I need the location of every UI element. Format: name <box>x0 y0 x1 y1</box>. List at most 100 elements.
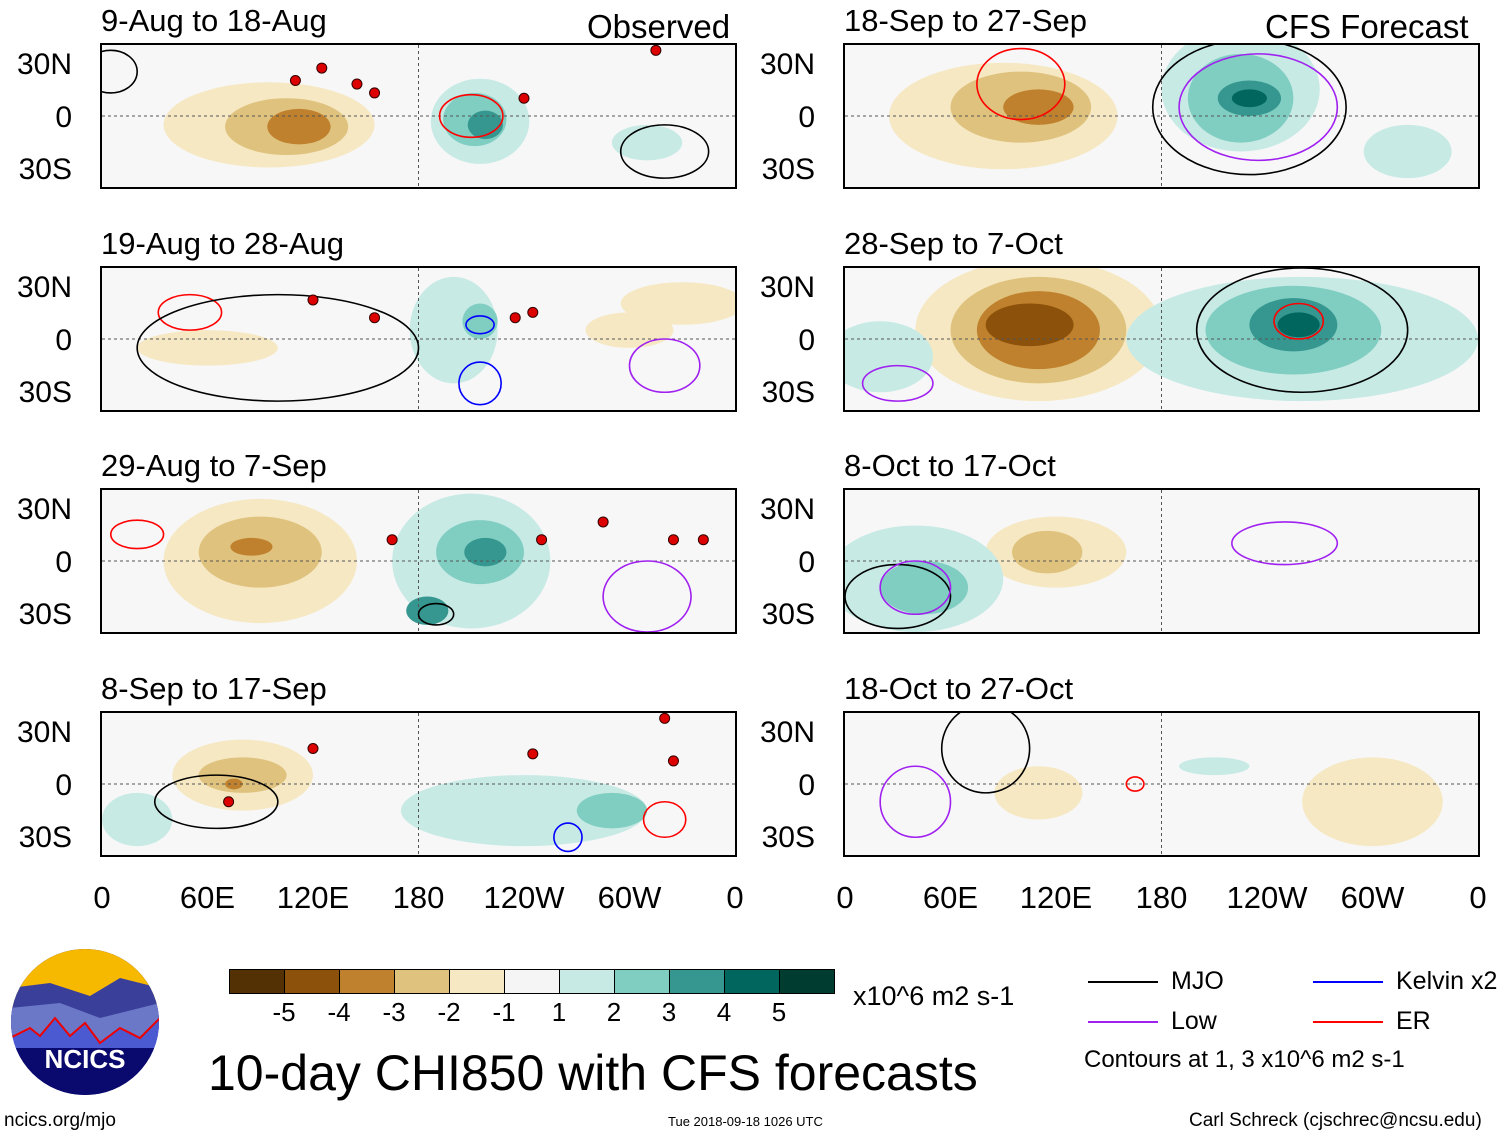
wave-contour <box>940 713 1031 794</box>
tropical-cyclone-marker <box>527 306 539 318</box>
legend-label: MJO <box>1171 967 1224 995</box>
lat-tick-label: 0 <box>55 768 72 802</box>
wave-contour <box>102 49 138 94</box>
colorbar-swatch <box>340 970 395 993</box>
colorbar-tick-label: 1 <box>551 997 567 1027</box>
anomaly-shading <box>1179 757 1250 776</box>
tropical-cyclone-marker <box>316 62 328 74</box>
lon-tick-label: 60E <box>179 880 236 915</box>
lat-tick-label: 0 <box>55 323 72 357</box>
lat-tick-label: 30N <box>16 716 72 749</box>
anomaly-shading <box>267 108 331 145</box>
legend-line <box>1313 1021 1383 1023</box>
tropical-cyclone-marker <box>307 294 319 306</box>
lat-tick-label: 30S <box>761 598 815 631</box>
map-panel <box>843 43 1480 189</box>
tropical-cyclone-marker <box>369 312 381 324</box>
wave-contour <box>602 560 692 632</box>
wave-contour <box>1195 268 1409 394</box>
tropical-cyclone-marker <box>289 75 301 86</box>
tropical-cyclone-marker <box>307 743 319 754</box>
anomaly-shading <box>1363 124 1452 179</box>
forecast-label: CFS Forecast <box>1265 8 1469 45</box>
wave-contour <box>157 293 223 331</box>
panel-title: 8-Sep to 17-Sep <box>101 671 327 706</box>
wave-contour <box>1273 302 1325 340</box>
wave-contour <box>438 93 504 139</box>
colorbar-swatch <box>725 970 780 993</box>
ncics-logo: NCICS <box>10 948 160 1096</box>
wave-contour <box>1178 53 1339 162</box>
lat-tick-label: 0 <box>798 100 815 134</box>
tropical-cyclone-marker <box>667 534 679 546</box>
wave-contour <box>1231 521 1339 566</box>
legend-label: ER <box>1396 1007 1431 1035</box>
colorbar-swatch <box>615 970 670 993</box>
lat-tick-label: 30N <box>759 271 815 304</box>
anomaly-shading <box>611 124 683 161</box>
lon-tick-label: 0 <box>836 880 854 915</box>
lon-tick-label: 0 <box>1469 880 1487 915</box>
tropical-cyclone-marker <box>697 534 709 546</box>
map-panel <box>843 266 1480 412</box>
figure-title: 10-day CHI850 with CFS forecasts <box>208 1045 978 1101</box>
lat-tick-label: 30N <box>759 716 815 749</box>
lat-tick-label: 30S <box>761 376 815 409</box>
panel-title: 9-Aug to 18-Aug <box>101 3 327 38</box>
panel-title: 18-Sep to 27-Sep <box>844 3 1088 38</box>
tropical-cyclone-marker <box>386 534 398 546</box>
wave-contour <box>458 361 502 406</box>
panel-title: 29-Aug to 7-Sep <box>101 448 327 483</box>
legend-line <box>1088 1021 1158 1023</box>
panel-title: 18-Oct to 27-Oct <box>844 671 1074 706</box>
lat-tick-label: 0 <box>55 545 72 579</box>
colorbar-tick-label: 3 <box>661 997 677 1027</box>
wave-contour <box>136 293 420 402</box>
site-url[interactable]: ncics.org/mjo <box>4 1110 116 1131</box>
anomaly-shading <box>1012 530 1083 574</box>
wave-contour <box>1151 45 1347 176</box>
lon-tick-label: 60W <box>597 880 662 915</box>
anomaly-shading <box>462 303 498 339</box>
lon-tick-label: 120E <box>276 880 350 915</box>
wave-contour <box>109 519 165 550</box>
lon-tick-label: 0 <box>93 880 111 915</box>
colorbar-swatch <box>505 970 560 993</box>
map-panel <box>100 711 737 857</box>
anomaly-shading <box>1277 312 1320 338</box>
wave-contour <box>619 124 710 179</box>
map-panel <box>100 43 737 189</box>
anomaly-shading <box>400 775 648 847</box>
anomaly-shading <box>467 110 503 140</box>
tropical-cyclone-marker <box>351 78 363 90</box>
anomaly-shading <box>585 312 674 348</box>
colorbar-tick-label: -2 <box>437 997 461 1027</box>
legend-note: Contours at 1, 3 x10^6 m2 s-1 <box>1084 1046 1405 1073</box>
lon-tick-label: 180 <box>1135 880 1188 915</box>
wave-contour <box>879 560 952 616</box>
anomaly-shading <box>576 792 648 829</box>
lat-tick-label: 30N <box>16 493 72 526</box>
colorbar-swatch <box>450 970 505 993</box>
tropical-cyclone-marker <box>650 45 662 56</box>
lat-tick-label: 30S <box>18 376 72 409</box>
colorbar-tick-label: -1 <box>492 997 516 1027</box>
anomaly-shading <box>620 282 735 325</box>
anomaly-shading <box>225 778 243 790</box>
lat-tick-label: 0 <box>55 100 72 134</box>
lat-tick-label: 30N <box>759 493 815 526</box>
tropical-cyclone-marker <box>369 87 381 99</box>
tropical-cyclone-marker <box>223 796 235 808</box>
lat-tick-label: 30S <box>761 153 815 186</box>
colorbar-swatch <box>285 970 340 993</box>
wave-contour <box>879 765 952 839</box>
lat-tick-label: 30S <box>761 821 815 854</box>
lon-tick-label: 120W <box>1226 880 1308 915</box>
anomaly-shading <box>137 330 278 366</box>
anomaly-shading <box>994 766 1083 820</box>
anomaly-shading <box>1302 757 1443 847</box>
tropical-cyclone-marker <box>659 713 671 724</box>
lat-tick-label: 0 <box>798 768 815 802</box>
wave-contour <box>861 364 934 402</box>
